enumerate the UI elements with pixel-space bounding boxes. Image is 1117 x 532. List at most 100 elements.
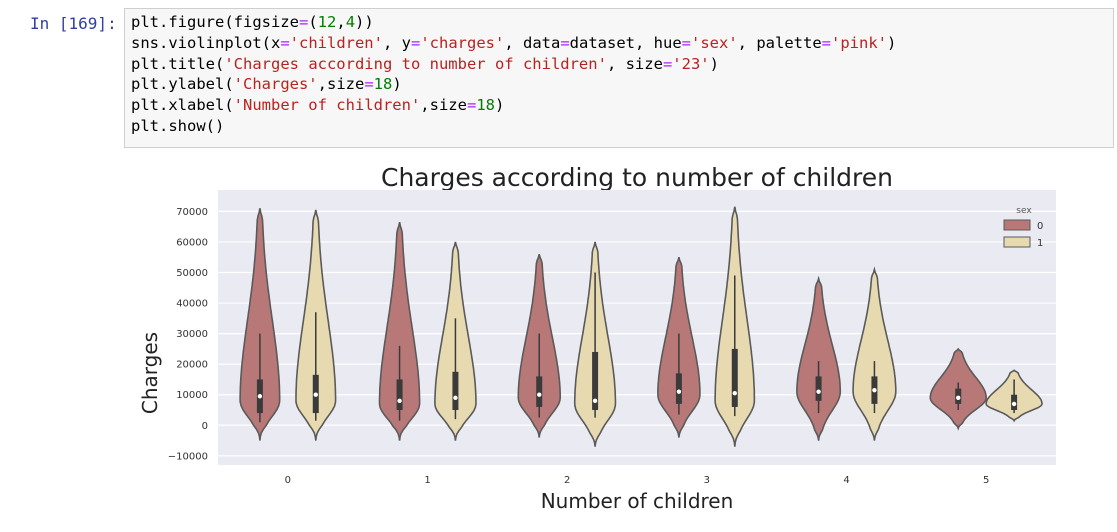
violin-iqr-box — [592, 351, 599, 410]
x-tick-label: 4 — [843, 475, 849, 486]
code-token: sns.violinplot(x — [131, 33, 281, 52]
code-token: 18 — [373, 75, 393, 94]
grid-lines — [218, 210, 1056, 457]
violin-median — [872, 387, 877, 393]
violin-0-4 — [796, 275, 842, 441]
violin-1-0 — [295, 209, 337, 441]
code-token: 'Charges' — [233, 75, 318, 94]
code-token: ,size — [420, 96, 467, 115]
code-token: ) — [392, 75, 402, 94]
violin-1-5 — [985, 369, 1043, 423]
y-tick-label: 60000 — [176, 237, 208, 248]
x-tick-label: 3 — [704, 475, 710, 486]
violin-median — [453, 395, 458, 400]
code-token: ) — [494, 96, 505, 115]
code-token: ) — [887, 33, 897, 52]
code-token: = — [560, 33, 570, 52]
code-token: = — [821, 33, 832, 52]
code-token: plt.title( — [131, 54, 225, 73]
code-token: = — [364, 75, 374, 94]
code-line: plt.show() — [131, 116, 1107, 137]
x-tick-label: 5 — [983, 475, 989, 486]
violin-body — [852, 266, 897, 441]
violin-0-2 — [517, 253, 561, 438]
violin-median — [313, 392, 318, 397]
code-token: 'Charges according to number of children… — [224, 54, 607, 73]
code-token: plt.xlabel( — [131, 96, 234, 115]
code-line: plt.ylabel('Charges',size=18) — [131, 74, 1107, 95]
code-line: plt.figure(figsize=(12,4)) — [131, 12, 1107, 33]
code-token: ,size — [317, 75, 365, 94]
code-line: sns.violinplot(x='children', y='charges'… — [131, 33, 1107, 54]
y-tick-labels: −10000 0 10000 20000 30000 40000 50000 60000 700… — [168, 207, 208, 462]
violin-iqr-box — [536, 376, 543, 407]
code-token: ) — [709, 54, 719, 73]
violin-median — [592, 398, 598, 404]
violin-iqr-box — [815, 376, 822, 401]
violin-0-3 — [657, 257, 701, 438]
violin-1-3 — [714, 206, 756, 447]
violin-0-1 — [378, 221, 421, 441]
code-token: = — [662, 54, 673, 73]
y-tick-label: 50000 — [176, 268, 208, 279]
code-token: = — [466, 96, 477, 115]
violin-iqr-box — [731, 348, 738, 407]
code-token: 'sex' — [691, 33, 738, 52]
violin-median — [537, 392, 542, 397]
code-token: plt.ylabel( — [131, 75, 234, 94]
code-line: plt.title('Charges according to number o… — [131, 54, 1107, 75]
code-token: 4 — [345, 13, 356, 31]
violins — [239, 206, 1043, 447]
code-token: )) — [355, 13, 374, 31]
violin-1-2 — [573, 241, 617, 447]
code-token: , data — [504, 33, 561, 52]
violin-median — [1011, 401, 1017, 407]
x-tick-label: 2 — [564, 475, 570, 486]
violin-0-0 — [239, 208, 281, 441]
y-tick-label: 40000 — [176, 299, 208, 310]
code-token: ( — [308, 13, 318, 31]
violin-iqr-box — [452, 371, 459, 410]
code-token: , y — [382, 33, 411, 52]
violin-chart: Charges according to number of children … — [138, 163, 1056, 513]
code-token: , palette — [737, 33, 822, 52]
code-line: plt.xlabel('Number of children',size=18) — [131, 95, 1107, 116]
code-token: 12 — [317, 13, 337, 31]
code-token: dataset, hue — [569, 33, 682, 52]
y-tick-label: 30000 — [176, 329, 208, 340]
x-tick-label: 0 — [285, 475, 291, 486]
code-token: 18 — [476, 96, 495, 115]
violin-iqr-box — [675, 373, 682, 404]
code-token: , size — [606, 54, 663, 73]
legend-swatch-1 — [1003, 236, 1031, 248]
legend-label-0: 0 — [1037, 221, 1043, 232]
legend: sex 0 1 — [1003, 206, 1043, 249]
violin-body — [378, 221, 421, 441]
code-token: , — [336, 13, 346, 31]
violin-median — [816, 389, 821, 394]
code-token: plt.figure(figsize — [131, 13, 299, 31]
violin-1-4 — [852, 266, 897, 441]
legend-title: sex — [1016, 206, 1032, 216]
violin-body — [239, 208, 281, 441]
legend-swatch-0 — [1003, 219, 1031, 231]
code-cell[interactable]: plt.figure(figsize=(12,4)) sns.violinplot… — [124, 8, 1114, 148]
y-tick-label: 10000 — [176, 390, 208, 401]
code-token: 'pink' — [831, 33, 888, 52]
chart-title: Charges according to number of children — [381, 163, 893, 192]
plot-area — [218, 190, 1056, 465]
cell-prompt: In [169]: — [30, 14, 117, 33]
x-tick-label: 1 — [424, 475, 430, 486]
y-tick-label: 20000 — [176, 360, 208, 371]
x-axis-label: Number of children — [541, 489, 734, 513]
violin-body — [796, 275, 842, 441]
code-token: 'charges' — [420, 33, 505, 52]
code-token: '23' — [672, 54, 710, 73]
violin-iqr-box — [396, 379, 403, 410]
violin-0-5 — [929, 347, 988, 431]
violin-median — [676, 389, 682, 394]
code-token: plt.show() — [131, 116, 225, 135]
code-token: = — [298, 13, 309, 31]
code-token: = — [681, 33, 691, 52]
y-tick-label: 70000 — [176, 207, 208, 218]
